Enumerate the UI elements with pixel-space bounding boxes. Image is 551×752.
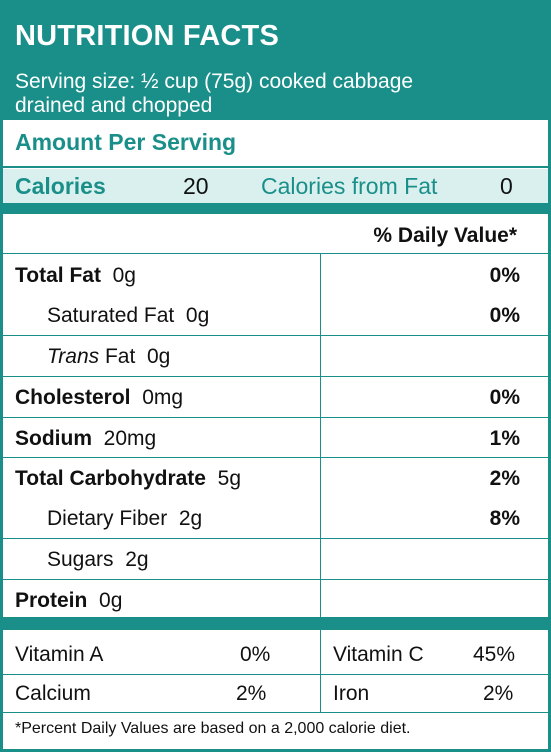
vitamin-c-label: Vitamin C [333,643,424,666]
nutrient-amount: 2g [125,548,149,571]
calories-from-fat-label: Calories from Fat [261,173,438,199]
nutrient-amount: 0g [99,589,123,612]
nutrient-label: Sodium [15,427,92,450]
nutrient-amount: 0g [146,345,171,368]
column-divider [320,630,321,712]
nutrient-row-saturated-fat: Saturated Fat 0g 0% [3,295,551,335]
nutrient-percent: 0% [489,386,520,409]
divider-band [3,203,548,214]
divider [3,579,551,580]
divider [3,417,551,418]
divider [3,253,551,254]
nutrient-row-protein: Protein 0g [3,580,551,620]
nutrient-percent: 1% [489,427,520,450]
amount-per-serving: Amount Per Serving [15,129,237,155]
label-header: NUTRITION FACTS Serving size: ½ cup (75g… [3,3,548,120]
nutrient-amount: 2g [178,507,203,530]
nutrient-row-dietary-fiber: Dietary Fiber 2g 8% [3,498,551,538]
nutrient-amount: 0g [112,264,136,287]
nutrient-amount: 0mg [142,386,184,409]
iron-label: Iron [333,682,370,705]
nutrient-label: Saturated Fat [47,304,175,327]
iron-percent: 2% [483,682,514,705]
calories-row: Calories 20 Calories from Fat 0 [3,169,548,203]
nutrient-row-sodium: Sodium 20mg 1% [3,418,551,458]
serving-size: Serving size: ½ cup (75g) cooked cabbage… [15,70,535,118]
nutrient-label: Total Carbohydrate [15,467,206,490]
divider [3,166,548,168]
vitamin-c-percent: 45% [473,643,516,666]
nutrient-row-total-fat: Total Fat 0g 0% [3,255,551,295]
calcium-percent: 2% [236,682,267,705]
column-divider [320,253,321,617]
nutrient-percent: 0% [489,264,520,287]
calories-value: 20 [183,173,209,199]
divider [3,674,551,675]
nutrient-amount: 20mg [103,427,157,450]
vitamin-a-label: Vitamin A [15,643,104,666]
divider [3,457,551,458]
nutrient-percent: 2% [489,467,520,490]
divider-band [3,617,548,630]
nutrient-percent: 0% [489,304,520,327]
divider [3,335,551,336]
nutrient-row-sugars: Sugars 2g [3,539,551,579]
daily-value-header: % Daily Value* [373,224,517,247]
serving-line-2: drained and chopped [15,94,213,117]
nutrient-row-trans-fat: Trans Fat 0g [3,336,551,376]
divider [3,538,551,539]
footnote: *Percent Daily Values are based on a 2,0… [15,720,411,737]
nutrient-percent: 8% [489,507,520,530]
nutrient-amount: 0g [185,304,210,327]
calories-label: Calories [15,173,106,199]
divider [3,712,551,713]
calcium-label: Calcium [15,682,91,705]
nutrient-label: Sugars [47,548,114,571]
nutrient-label: Protein [15,589,88,612]
nutrient-row-total-carbohydrate: Total Carbohydrate 5g 2% [3,458,551,498]
nutrient-label: Total Fat [15,264,101,287]
nutrient-label: Cholesterol [15,386,131,409]
nutrient-label: Fat [104,345,136,368]
nutrient-row-cholesterol: Cholesterol 0mg 0% [3,377,551,417]
nutrient-amount: 5g [217,467,241,490]
divider [3,376,551,377]
calories-from-fat-value: 0 [500,173,513,199]
nutrient-label: Dietary Fiber [47,507,168,530]
vitamin-a-percent: 0% [240,643,271,666]
nutrient-label-italic: Trans [47,345,100,368]
label-title: NUTRITION FACTS [15,20,279,52]
serving-line-1: Serving size: ½ cup (75g) cooked cabbage [15,70,414,93]
